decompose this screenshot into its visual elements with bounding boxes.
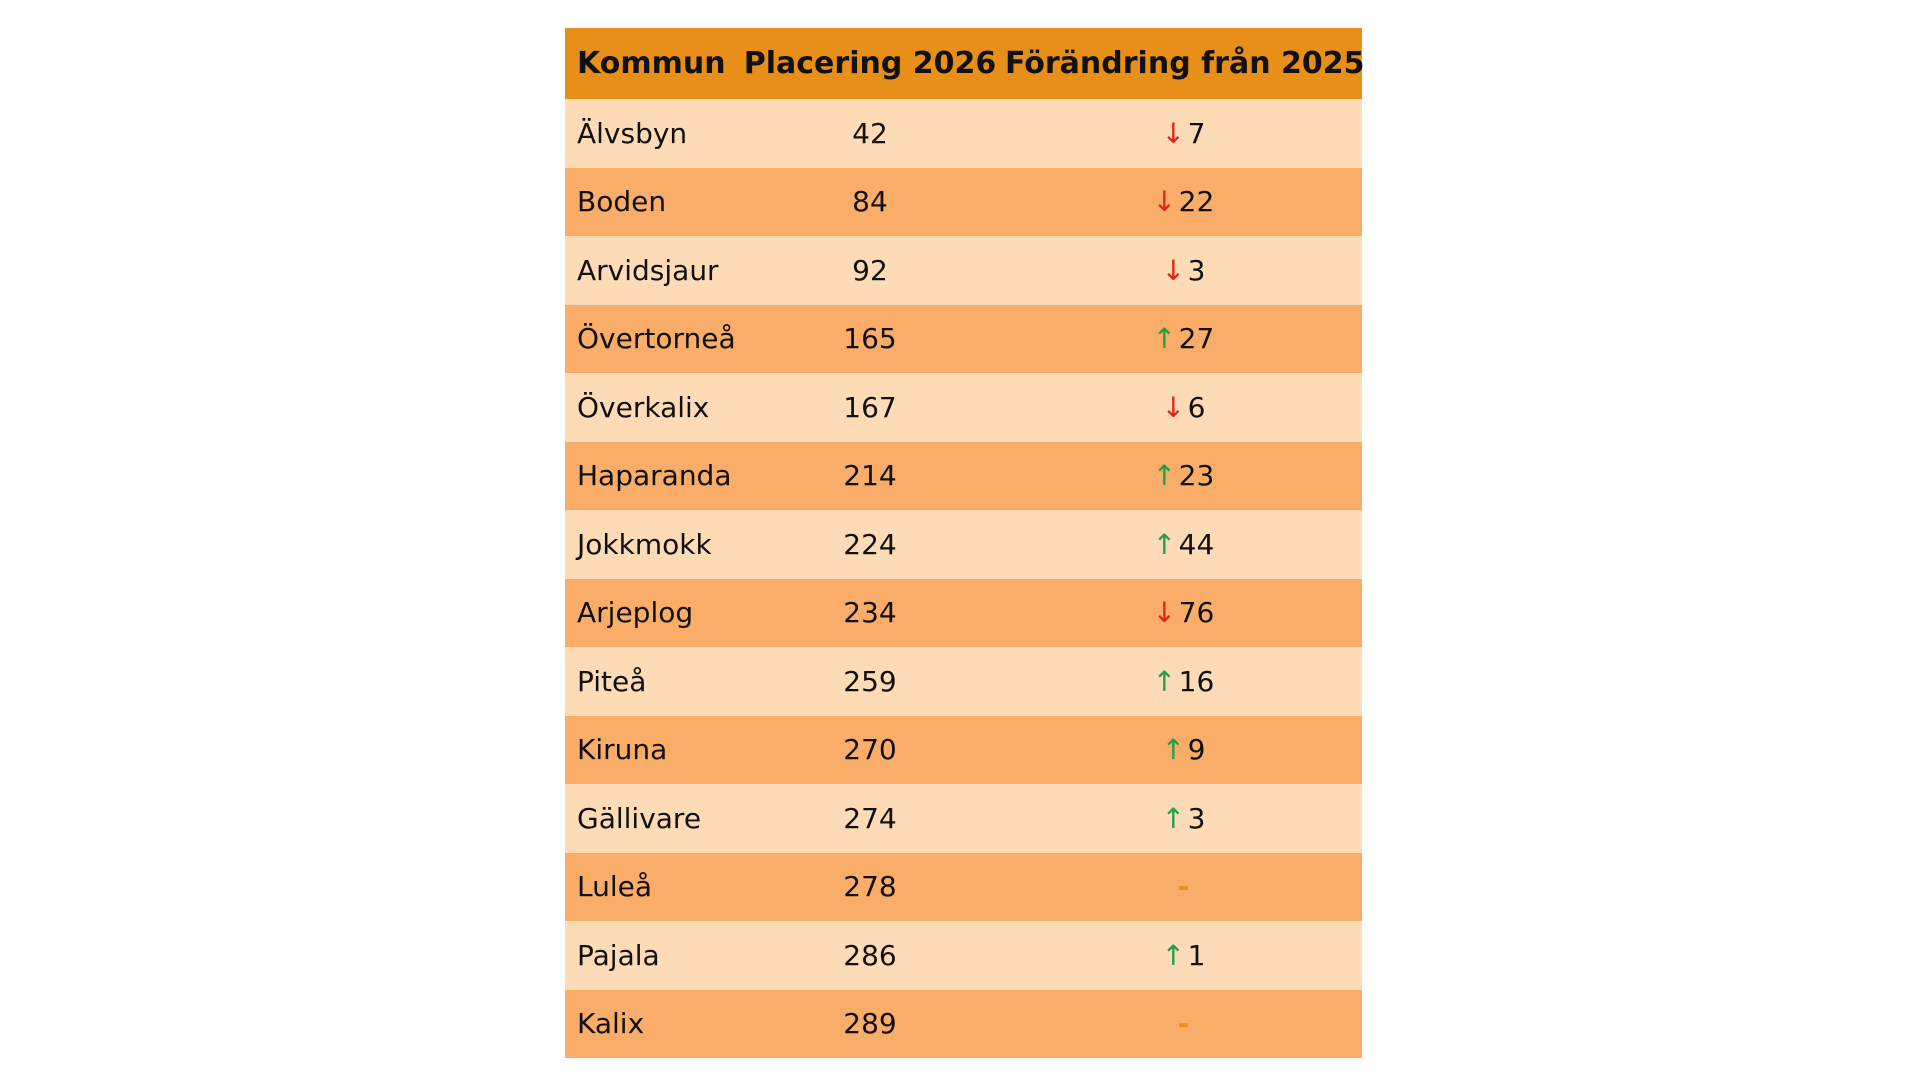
table-header-row: Kommun Placering 2026 Förändring från 20… xyxy=(565,28,1365,99)
placering-cell: 289 xyxy=(843,1007,897,1041)
placering-cell: 286 xyxy=(843,938,897,972)
forandring-cell: ↓7 xyxy=(1005,99,1362,168)
arrow-down-icon: ↓ xyxy=(1152,185,1177,219)
arrow-up-icon: ↑ xyxy=(1152,322,1177,356)
forandring-cell: ↑16 xyxy=(1005,647,1362,716)
table-row: Kiruna 270 ↑9 xyxy=(565,715,1362,785)
table-row: Arjeplog 234 ↓76 xyxy=(565,578,1362,648)
header-placering: Placering 2026 xyxy=(743,46,997,81)
arrow-down-icon: ↓ xyxy=(1152,596,1177,630)
table-body: Älvsbyn 42 ↓7 Boden 84 ↓22 Arvidsjaur 92 ↓3 Övert… xyxy=(565,99,1362,1058)
kommun-cell: Pajala xyxy=(577,938,660,972)
change-value: 3 xyxy=(1187,801,1206,835)
arrow-up-icon: ↑ xyxy=(1152,664,1177,698)
change-value: 16 xyxy=(1178,664,1215,698)
change-value: 23 xyxy=(1178,459,1215,493)
kommun-cell: Övertorneå xyxy=(577,322,736,356)
arrow-down-icon: ↓ xyxy=(1161,390,1186,424)
placering-cell: 259 xyxy=(843,664,897,698)
placering-cell: 92 xyxy=(852,253,888,287)
change-value: 44 xyxy=(1178,527,1215,561)
kommun-cell: Haparanda xyxy=(577,459,732,493)
change-value: 1 xyxy=(1187,938,1206,972)
header-kommun: Kommun xyxy=(577,46,726,81)
arrow-up-icon: ↑ xyxy=(1161,733,1186,767)
forandring-cell: ↓22 xyxy=(1005,168,1362,237)
arrow-up-icon: ↑ xyxy=(1161,938,1186,972)
table-row: Kalix 289 - xyxy=(565,989,1362,1059)
ranking-table-container: Kommun Placering 2026 Förändring från 20… xyxy=(565,28,1365,1058)
change-value: 3 xyxy=(1187,253,1206,287)
forandring-cell: ↑9 xyxy=(1005,716,1362,785)
kommun-cell: Kiruna xyxy=(577,733,668,767)
table-row: Överkalix 167 ↓6 xyxy=(565,373,1362,442)
placering-cell: 214 xyxy=(843,459,897,493)
forandring-cell: ↓3 xyxy=(1005,236,1362,305)
kommun-cell: Jokkmokk xyxy=(577,527,712,561)
placering-cell: 274 xyxy=(843,801,897,835)
forandring-cell: ↓76 xyxy=(1005,579,1362,648)
forandring-cell: - xyxy=(1005,990,1362,1059)
kommun-cell: Piteå xyxy=(577,664,647,698)
change-value: 9 xyxy=(1187,733,1206,767)
table-row: Jokkmokk 224 ↑44 xyxy=(565,510,1362,579)
kommun-cell: Överkalix xyxy=(577,390,710,424)
table-row: Övertorneå 165 ↑27 xyxy=(565,304,1362,374)
header-forandring: Förändring från 2025 xyxy=(1005,46,1365,81)
kommun-cell: Boden xyxy=(577,185,667,219)
table-row: Pajala 286 ↑1 xyxy=(565,921,1362,990)
kommun-cell: Arjeplog xyxy=(577,596,694,630)
kommun-cell: Älvsbyn xyxy=(577,116,688,150)
table-row: Luleå 278 - xyxy=(565,852,1362,922)
kommun-cell: Kalix xyxy=(577,1007,645,1041)
change-value: 6 xyxy=(1187,390,1206,424)
placering-cell: 84 xyxy=(852,185,888,219)
no-change-dash: - xyxy=(1177,1007,1190,1041)
arrow-down-icon: ↓ xyxy=(1161,116,1186,150)
table-row: Älvsbyn 42 ↓7 xyxy=(565,99,1362,168)
placering-cell: 270 xyxy=(843,733,897,767)
arrow-up-icon: ↑ xyxy=(1161,801,1186,835)
forandring-cell: - xyxy=(1005,853,1362,922)
placering-cell: 224 xyxy=(843,527,897,561)
arrow-up-icon: ↑ xyxy=(1152,527,1177,561)
forandring-cell: ↑3 xyxy=(1005,784,1362,853)
forandring-cell: ↓6 xyxy=(1005,373,1362,442)
kommun-cell: Luleå xyxy=(577,870,653,904)
ranking-table: Kommun Placering 2026 Förändring från 20… xyxy=(565,28,1365,1058)
table-row: Haparanda 214 ↑23 xyxy=(565,441,1362,511)
placering-cell: 167 xyxy=(843,390,897,424)
change-value: 27 xyxy=(1178,322,1215,356)
table-row: Arvidsjaur 92 ↓3 xyxy=(565,236,1362,305)
kommun-cell: Arvidsjaur xyxy=(577,253,719,287)
placering-cell: 165 xyxy=(843,322,897,356)
arrow-down-icon: ↓ xyxy=(1161,253,1186,287)
forandring-cell: ↑23 xyxy=(1005,442,1362,511)
change-value: 7 xyxy=(1187,116,1206,150)
kommun-cell: Gällivare xyxy=(577,801,702,835)
table-row: Boden 84 ↓22 xyxy=(565,167,1362,237)
forandring-cell: ↑44 xyxy=(1005,510,1362,579)
table-row: Piteå 259 ↑16 xyxy=(565,647,1362,716)
change-value: 76 xyxy=(1178,596,1215,630)
placering-cell: 42 xyxy=(852,116,888,150)
placering-cell: 234 xyxy=(843,596,897,630)
forandring-cell: ↑27 xyxy=(1005,305,1362,374)
change-value: 22 xyxy=(1178,185,1215,219)
placering-cell: 278 xyxy=(843,870,897,904)
table-row: Gällivare 274 ↑3 xyxy=(565,784,1362,853)
no-change-dash: - xyxy=(1177,870,1190,904)
forandring-cell: ↑1 xyxy=(1005,921,1362,990)
arrow-up-icon: ↑ xyxy=(1152,459,1177,493)
